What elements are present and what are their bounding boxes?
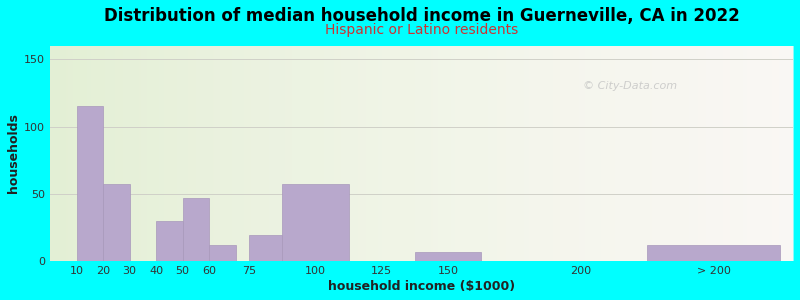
X-axis label: household income ($1000): household income ($1000) xyxy=(328,280,515,293)
Bar xyxy=(77,106,103,261)
Bar xyxy=(647,245,780,261)
Y-axis label: households: households xyxy=(7,113,20,194)
Bar xyxy=(210,245,236,261)
Bar xyxy=(249,236,282,261)
Bar xyxy=(415,252,482,261)
Title: Distribution of median household income in Guerneville, CA in 2022: Distribution of median household income … xyxy=(104,7,739,25)
Bar xyxy=(156,221,182,261)
Text: Hispanic or Latino residents: Hispanic or Latino residents xyxy=(325,23,518,37)
Bar xyxy=(103,184,130,261)
Bar xyxy=(182,198,210,261)
Bar xyxy=(282,184,349,261)
Text: © City-Data.com: © City-Data.com xyxy=(582,81,677,91)
